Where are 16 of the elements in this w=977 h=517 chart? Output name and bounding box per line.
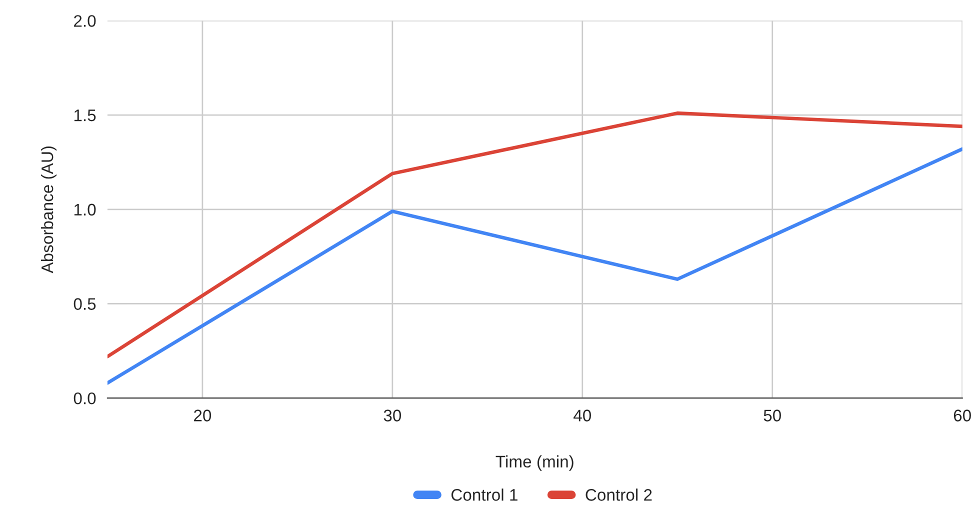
x-tick-label: 40 <box>574 410 592 422</box>
line-series <box>107 111 962 358</box>
y-tick-label: 0.5 <box>74 298 96 310</box>
x-tick-label: 30 <box>384 410 402 422</box>
line-series <box>107 147 962 385</box>
x-axis-title: Time (min) <box>496 455 574 471</box>
y-tick-label: 2.0 <box>74 15 96 27</box>
y-tick-label: 1.5 <box>74 110 96 122</box>
x-tick-label: 60 <box>954 410 971 422</box>
y-axis-title: Absorbance (AU) <box>40 146 57 274</box>
legend-label: Control 1 <box>451 488 518 501</box>
y-tick-label: 1.0 <box>74 204 96 216</box>
x-tick-label: 20 <box>194 410 212 422</box>
y-tick-label: 0.0 <box>74 392 96 404</box>
legend-label: Control 2 <box>586 488 652 501</box>
x-tick-label: 50 <box>764 410 781 422</box>
